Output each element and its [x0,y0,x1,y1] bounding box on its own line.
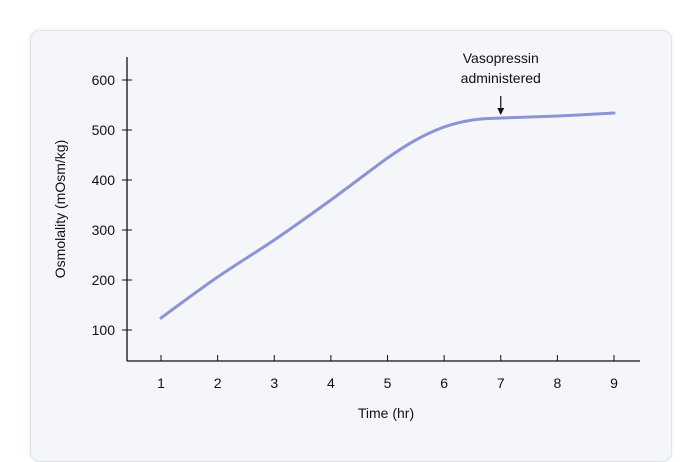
x-axis-label: Time (hr) [358,405,414,421]
annotation-text: Vasopressin [463,50,539,66]
x-tick-label: 9 [610,375,618,391]
x-tick-label: 5 [384,375,392,391]
x-tick-label: 4 [327,375,335,391]
x-tick-label: 7 [497,375,505,391]
chart-card [30,30,672,462]
annotation-arrow-icon [497,108,505,115]
x-tick-label: 6 [440,375,448,391]
y-axis-label: Osmolality (mOsm/kg) [52,140,68,278]
annotation-text: administered [461,70,541,86]
x-tick-label: 1 [157,375,165,391]
x-tick-label: 2 [214,375,222,391]
y-tick-label: 200 [92,272,116,288]
osmolality-line-chart: 1 2 3 4 5 6 7 8 9 100 200 300 400 500 600 Vasopressin a… [52,50,640,421]
x-tick-label: 8 [553,375,561,391]
y-tick-label: 300 [92,222,116,238]
series-line [159,111,616,320]
y-tick-label: 500 [92,122,116,138]
x-tick-label: 3 [270,375,278,391]
y-tick-label: 600 [92,72,116,88]
y-tick-label: 100 [92,322,116,338]
y-tick-label: 400 [92,172,116,188]
